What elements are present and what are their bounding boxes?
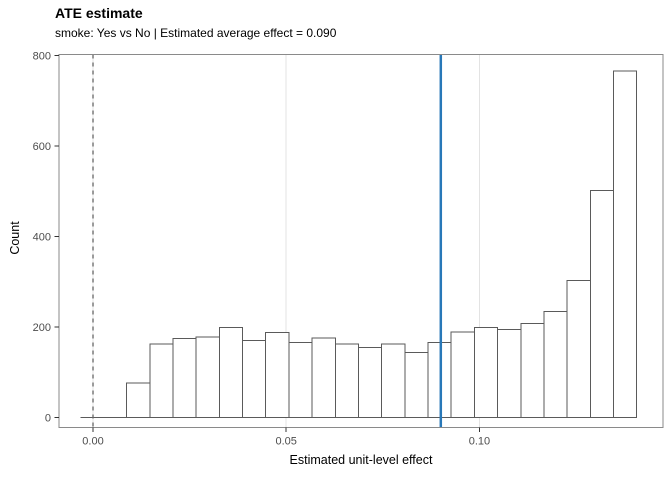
y-tick-label: 200 [33, 322, 51, 334]
histogram-bar [334, 343, 359, 419]
histogram-bar [357, 346, 383, 419]
histogram-bar [497, 329, 522, 419]
y-axis-title: Count [8, 221, 22, 255]
plot-subtitle: smoke: Yes vs No | Estimated average eff… [55, 26, 337, 40]
panel-border [58, 54, 664, 428]
histogram-bar [265, 331, 290, 419]
histogram-bar [149, 343, 174, 419]
histogram-bar [613, 70, 638, 419]
x-tick-label: 0.00 [82, 436, 103, 448]
histogram-bar [450, 331, 475, 419]
histogram-bar [381, 343, 406, 419]
histogram-bar [288, 341, 313, 419]
histogram-bar [404, 351, 429, 419]
y-tick-label: 0 [45, 413, 51, 425]
histogram-bar [566, 279, 591, 419]
y-tick-label: 600 [33, 141, 51, 153]
histogram-bar [589, 189, 615, 419]
plot-title: ATE estimate [55, 5, 143, 21]
histogram-bar [172, 337, 197, 419]
y-tick-label: 400 [33, 231, 51, 243]
x-tick-label: 0.05 [276, 436, 297, 448]
histogram-bar [218, 326, 244, 419]
histogram-bar [311, 337, 336, 419]
y-tick-label: 800 [33, 50, 51, 62]
x-axis-title: Estimated unit-level effect [289, 453, 433, 467]
histogram-bar [473, 326, 499, 419]
histogram-bar [242, 340, 267, 419]
histogram-bar [195, 336, 220, 419]
histogram-bar [126, 382, 151, 419]
x-tick-label: 0.10 [469, 436, 490, 448]
histogram-bar [520, 322, 545, 419]
histogram-bar [543, 311, 568, 419]
